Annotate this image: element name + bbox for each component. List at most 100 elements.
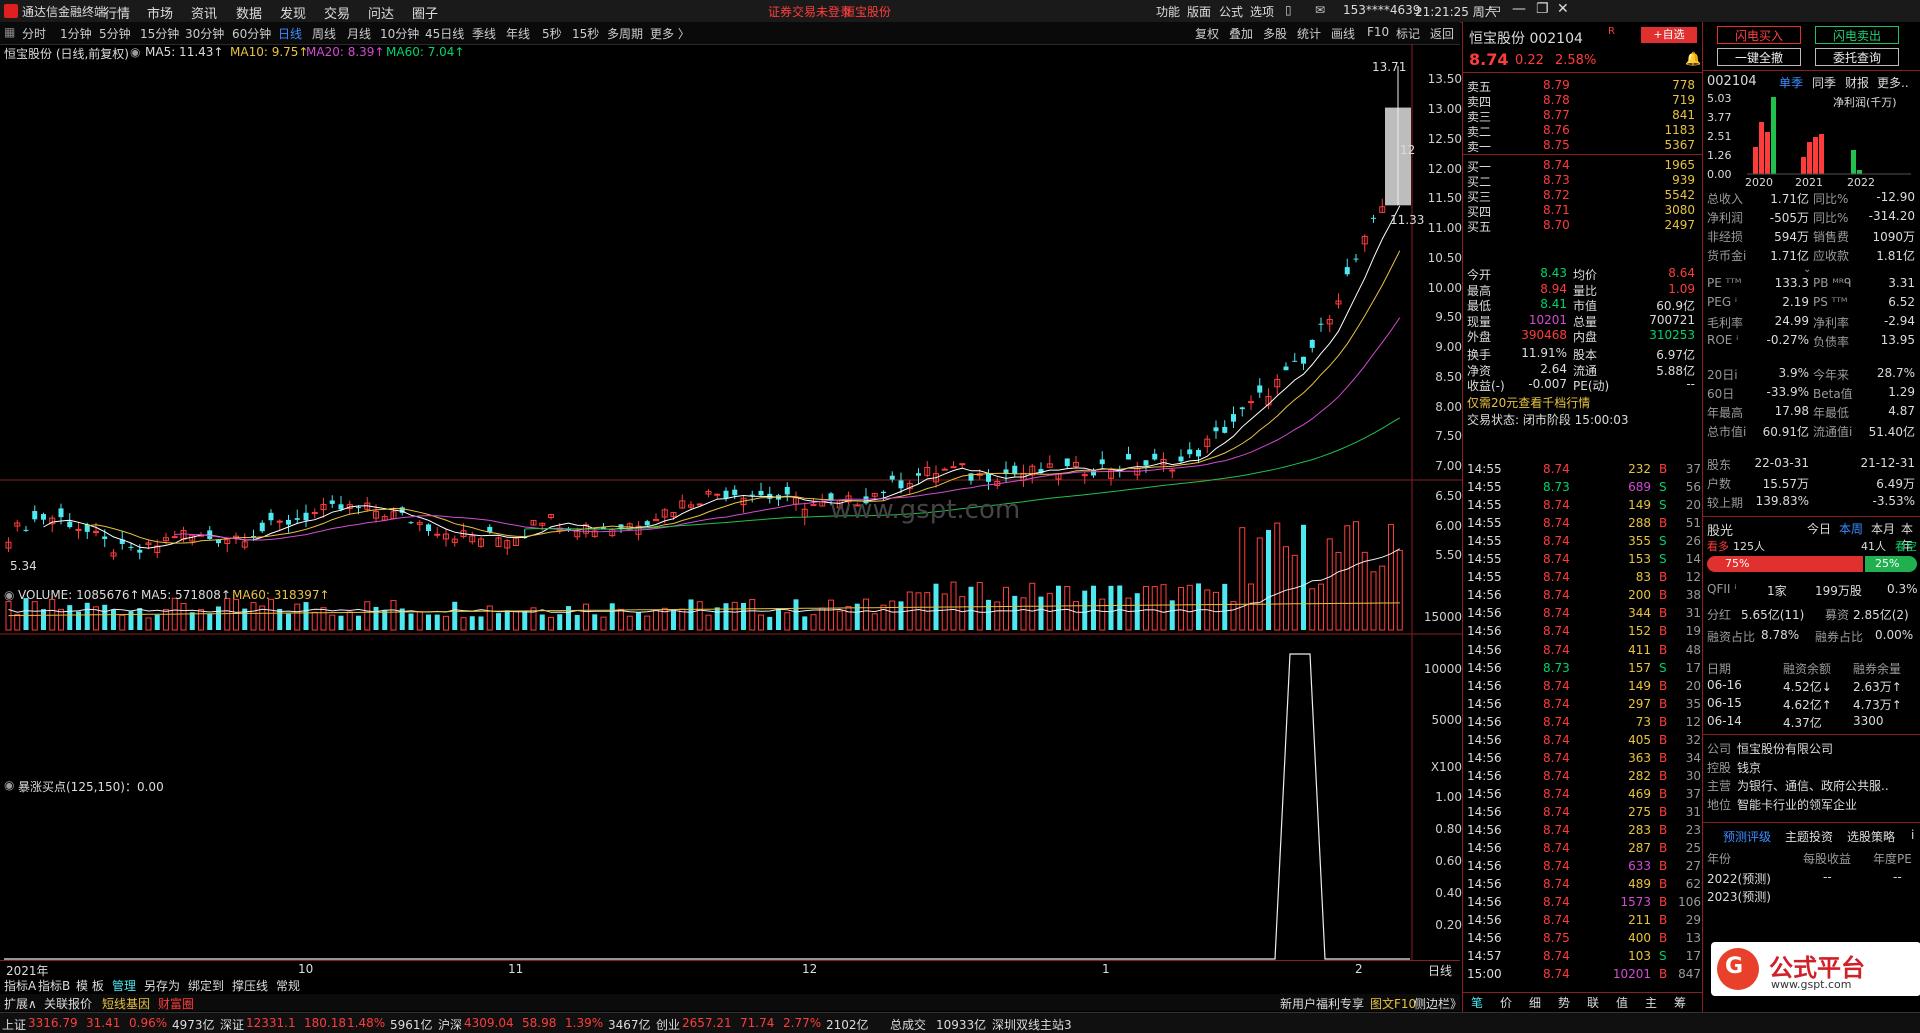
close-icon[interactable]: ✕ xyxy=(1557,1,1569,17)
tab-indicator-b[interactable]: 指标B xyxy=(38,979,71,993)
menu-discover[interactable]: 发现 xyxy=(280,7,307,22)
chart-canvas[interactable]: www.gspt.com 13.71 5.34 11.33 12 xyxy=(0,44,1462,978)
tab-bind[interactable]: 绑定到 xyxy=(188,979,225,993)
tool-draw[interactable]: 画线 xyxy=(1331,27,1356,41)
tab-multi-period[interactable]: 多周期 xyxy=(607,27,644,41)
period-month[interactable]: 本月 xyxy=(1871,522,1896,536)
quote-tab-0[interactable]: 笔 xyxy=(1471,996,1484,1010)
new-user-promo[interactable]: 新用户福利专享 xyxy=(1280,997,1365,1011)
period-indicator[interactable]: 日线 xyxy=(1428,964,1453,978)
quote-tab-3[interactable]: 势 xyxy=(1558,996,1571,1010)
menu-circle[interactable]: 圈子 xyxy=(412,7,439,22)
index-name[interactable]: 创业 xyxy=(656,1018,681,1032)
f10-graphic-link[interactable]: 图文F10 xyxy=(1370,997,1417,1011)
tab-60min[interactable]: 60分钟 xyxy=(232,27,272,41)
tool-mark[interactable]: 标记 xyxy=(1396,27,1421,41)
menu-function[interactable]: 功能 xyxy=(1156,5,1181,19)
tab-report[interactable]: 财报 xyxy=(1845,76,1870,90)
quote-tab-2[interactable]: 细 xyxy=(1529,996,1542,1010)
quote-tab-6[interactable]: 主 xyxy=(1645,996,1658,1010)
tab-support-line[interactable]: 撑压线 xyxy=(232,979,269,993)
tab-indicator-a[interactable]: 指标A xyxy=(4,979,37,993)
tab-5min[interactable]: 5分钟 xyxy=(99,27,131,41)
index-name[interactable]: 深证 xyxy=(220,1018,245,1032)
tab-manage[interactable]: 管理 xyxy=(112,979,137,993)
flash-sell-button[interactable]: 闪电卖出 xyxy=(1815,26,1899,44)
tab-30min[interactable]: 30分钟 xyxy=(185,27,225,41)
tab-more[interactable]: 更多 〉 xyxy=(650,27,690,41)
quote-tab-5[interactable]: 值 xyxy=(1616,996,1629,1010)
period-today[interactable]: 今日 xyxy=(1807,522,1832,536)
flash-buy-button[interactable]: 闪电买入 xyxy=(1717,26,1801,44)
menu-quotes[interactable]: 行情 xyxy=(104,7,131,22)
quote-tab-4[interactable]: 联 xyxy=(1587,996,1600,1010)
tab-15min[interactable]: 15分钟 xyxy=(140,27,180,41)
menu-formula[interactable]: 公式 xyxy=(1219,5,1244,19)
save-icon[interactable]: ▯ xyxy=(1285,3,1292,17)
indicator-settings-icon[interactable]: ◉ xyxy=(4,778,15,792)
settings-dot-icon[interactable]: ◉ xyxy=(130,45,141,59)
tab-quarterly[interactable]: 季线 xyxy=(472,27,497,41)
minimize-icon[interactable]: — xyxy=(1512,1,1526,17)
brand-badge[interactable]: G 公式平台 www.gspt.com xyxy=(1711,942,1920,996)
tab-5sec[interactable]: 5秒 xyxy=(542,27,562,41)
menu-toggle-icon[interactable]: ▭ xyxy=(1488,1,1502,17)
menu-data[interactable]: 数据 xyxy=(236,7,263,22)
add-watchlist-button[interactable]: +自选 xyxy=(1641,27,1697,43)
menu-news[interactable]: 资讯 xyxy=(191,7,218,22)
tab-forecast-rating[interactable]: 预测评级 xyxy=(1723,830,1772,844)
server-name[interactable]: 深圳双线主站3 xyxy=(992,1018,1072,1032)
menu-trade[interactable]: 交易 xyxy=(324,7,351,22)
tab-timeshare[interactable]: 分时 xyxy=(22,27,47,41)
menu-market[interactable]: 市场 xyxy=(147,7,174,22)
order-query-button[interactable]: 委托查询 xyxy=(1815,48,1899,66)
bell-icon[interactable]: 🔔 xyxy=(1685,52,1702,67)
restore-icon[interactable]: ❐ xyxy=(1536,1,1549,17)
mail-icon[interactable]: ✉ xyxy=(1315,3,1326,17)
menu-options[interactable]: 选项 xyxy=(1250,5,1275,19)
tool-multi-stock[interactable]: 多股 xyxy=(1263,27,1288,41)
tool-back[interactable]: 返回 xyxy=(1430,27,1455,41)
period-week[interactable]: 本周 xyxy=(1839,522,1864,536)
tab-normal[interactable]: 常规 xyxy=(276,979,301,993)
short-gene-tab[interactable]: 短线基因 xyxy=(102,997,151,1011)
toolbar-grid-icon[interactable]: ▦ xyxy=(4,25,16,39)
info-icon[interactable]: i xyxy=(1911,828,1915,842)
tab-weekly[interactable]: 周线 xyxy=(312,27,337,41)
tab-template[interactable]: 模 板 xyxy=(76,979,104,993)
tool-adjust[interactable]: 复权 xyxy=(1195,27,1220,41)
user-account[interactable]: 153****4639 xyxy=(1343,3,1421,17)
cancel-all-button[interactable]: 一键全撤 xyxy=(1717,48,1801,66)
tab-save-as[interactable]: 另存为 xyxy=(144,979,181,993)
volume-settings-icon[interactable]: ◉ xyxy=(4,588,15,602)
expand-button[interactable]: 扩展∧ xyxy=(4,997,37,1011)
login-notice[interactable]: 证券交易未登录 xyxy=(768,5,853,19)
wealth-circle-tab[interactable]: 财富圈 xyxy=(158,997,195,1011)
tab-same-quarter[interactable]: 同季 xyxy=(1812,76,1837,90)
tool-stats[interactable]: 统计 xyxy=(1297,27,1322,41)
tab-monthly[interactable]: 月线 xyxy=(347,27,372,41)
related-quotes-tab[interactable]: 关联报价 xyxy=(44,997,93,1011)
expand-chevron-icon[interactable]: ⌄ xyxy=(1803,264,1812,275)
depth-promo-link[interactable]: 仅需20元查看千档行情 xyxy=(1467,396,1591,410)
period-year[interactable]: 本年 xyxy=(1901,522,1914,553)
index-name[interactable]: 沪深 xyxy=(438,1018,463,1032)
tab-more-fin[interactable]: 更多.. xyxy=(1877,76,1909,90)
tab-10min[interactable]: 10分钟 xyxy=(380,27,420,41)
tab-15sec[interactable]: 15秒 xyxy=(572,27,600,41)
tab-daily[interactable]: 日线 xyxy=(278,27,303,41)
tick-list[interactable]: 14:55 8.74 232 B 37 14:55 8.73 689 S 56 14:55 8.74 1… xyxy=(1463,462,1703,1002)
tab-stock-strategy[interactable]: 选股策略 xyxy=(1847,830,1896,844)
tab-1min[interactable]: 1分钟 xyxy=(60,27,92,41)
tab-single-quarter[interactable]: 单季 xyxy=(1779,76,1804,90)
tab-yearly[interactable]: 年线 xyxy=(506,27,531,41)
tab-theme-invest[interactable]: 主题投资 xyxy=(1785,830,1834,844)
sidebar-toggle[interactable]: 侧边栏》 xyxy=(1414,997,1463,1011)
bear-label[interactable]: 看空 xyxy=(1895,540,1917,553)
tool-f10[interactable]: F10 xyxy=(1367,25,1390,39)
quote-tab-7[interactable]: 筹 xyxy=(1674,996,1687,1010)
menu-layout[interactable]: 版面 xyxy=(1187,5,1212,19)
tool-overlay[interactable]: 叠加 xyxy=(1229,27,1254,41)
menu-ask[interactable]: 问达 xyxy=(368,7,395,22)
quote-tab-1[interactable]: 价 xyxy=(1500,996,1513,1010)
